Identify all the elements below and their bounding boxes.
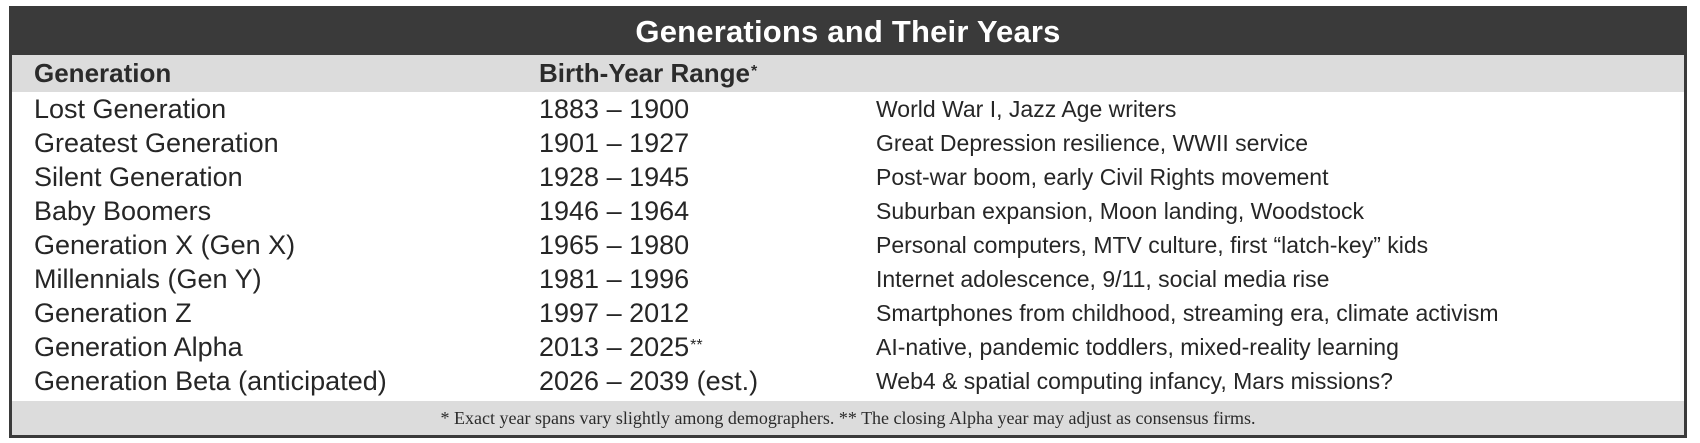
events-description: Personal computers, MTV culture, first “…	[876, 231, 1429, 258]
header-birth-year-label: Birth-Year Range	[539, 58, 750, 88]
generation-name: Lost Generation	[34, 93, 227, 124]
birth-year-range: 1883 – 1900	[539, 94, 690, 125]
table-row: Millennials (Gen Y) 1981 – 1996 Internet…	[12, 262, 1684, 296]
header-birth-year-range: Birth-Year Range*	[539, 58, 757, 89]
generation-name: Generation Beta (anticipated)	[34, 365, 387, 396]
generations-table: Generations and Their Years Generation B…	[9, 6, 1687, 438]
birth-year-value: 1981 – 1996	[539, 263, 690, 294]
birth-year-value: 2013 – 2025	[539, 331, 690, 362]
events-description: Internet adolescence, 9/11, social media…	[876, 265, 1330, 292]
header-generation: Generation	[34, 58, 172, 88]
generation-name: Generation Z	[34, 297, 192, 328]
birth-year-value: 2026 – 2039 (est.)	[539, 365, 759, 396]
table-footnote: * Exact year spans vary slightly among d…	[12, 401, 1684, 435]
events-description: Post-war boom, early Civil Rights moveme…	[876, 163, 1329, 190]
table-row: Silent Generation 1928 – 1945 Post-war b…	[12, 160, 1684, 194]
events-description: Suburban expansion, Moon landing, Woodst…	[876, 197, 1365, 224]
table-header-row: Generation Birth-Year Range*	[12, 55, 1684, 92]
birth-year-range: 1997 – 2012	[539, 298, 690, 329]
table-row: Generation Beta (anticipated) 2026 – 203…	[12, 364, 1684, 398]
birth-year-range: 1965 – 1980	[539, 230, 690, 261]
events-description: World War I, Jazz Age writers	[876, 95, 1177, 122]
birth-year-range: 2013 – 2025**	[539, 332, 703, 363]
table-row: Lost Generation 1883 – 1900 World War I,…	[12, 92, 1684, 126]
generation-name: Generation X (Gen X)	[34, 229, 296, 260]
table-row: Generation Z 1997 – 2012 Smartphones fro…	[12, 296, 1684, 330]
table-row: Generation X (Gen X) 1965 – 1980 Persona…	[12, 228, 1684, 262]
birth-year-range: 2026 – 2039 (est.)	[539, 366, 759, 397]
events-description: AI-native, pandemic toddlers, mixed-real…	[876, 333, 1399, 360]
birth-year-value: 1965 – 1980	[539, 229, 690, 260]
birth-year-range: 1981 – 1996	[539, 264, 690, 295]
generation-name: Millennials (Gen Y)	[34, 263, 262, 294]
generation-name: Generation Alpha	[34, 331, 243, 362]
birth-year-value: 1883 – 1900	[539, 93, 690, 124]
header-footnote-mark: *	[750, 63, 758, 80]
events-description: Smartphones from childhood, streaming er…	[876, 299, 1499, 326]
generation-name: Baby Boomers	[34, 195, 212, 226]
table-row: Baby Boomers 1946 – 1964 Suburban expans…	[12, 194, 1684, 228]
table-row: Greatest Generation 1901 – 1927 Great De…	[12, 126, 1684, 160]
table-row: Generation Alpha 2013 – 2025** AI-native…	[12, 330, 1684, 364]
table-title: Generations and Their Years	[12, 9, 1684, 55]
events-description: Web4 & spatial computing infancy, Mars m…	[876, 367, 1393, 394]
birth-year-range: 1946 – 1964	[539, 196, 690, 227]
generation-name: Greatest Generation	[34, 127, 279, 158]
birth-year-range: 1928 – 1945	[539, 162, 690, 193]
table-body: Lost Generation 1883 – 1900 World War I,…	[12, 92, 1684, 398]
birth-year-value: 1928 – 1945	[539, 161, 690, 192]
birth-year-value: 1901 – 1927	[539, 127, 690, 158]
generation-name: Silent Generation	[34, 161, 243, 192]
footnote-mark: **	[690, 336, 703, 354]
events-description: Great Depression resilience, WWII servic…	[876, 129, 1309, 156]
birth-year-value: 1946 – 1964	[539, 195, 690, 226]
birth-year-range: 1901 – 1927	[539, 128, 690, 159]
birth-year-value: 1997 – 2012	[539, 297, 690, 328]
